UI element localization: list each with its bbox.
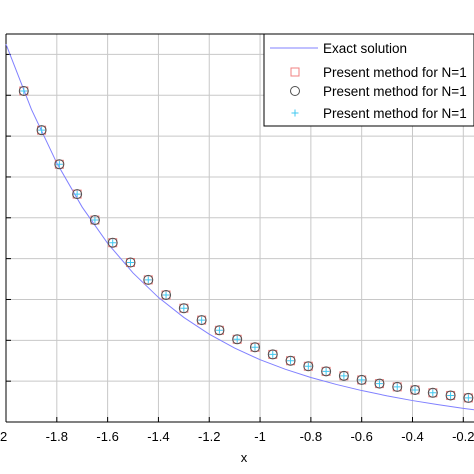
circle-marker — [338, 370, 349, 381]
plus-marker — [20, 87, 28, 95]
x-axis-label: x — [241, 450, 248, 465]
circle-marker — [214, 325, 225, 336]
x-tick-label: -1.2 — [198, 429, 220, 444]
x-tick-label: -0.2 — [452, 429, 474, 444]
circle-marker — [445, 390, 456, 401]
legend-entry-label: Present method for N=1 — [323, 84, 467, 99]
circle-marker — [267, 349, 278, 360]
circle-marker — [54, 159, 65, 170]
circle-marker — [18, 85, 29, 96]
legend-circle-swatch — [290, 86, 300, 96]
plus-marker — [38, 126, 46, 134]
plus-marker — [55, 160, 63, 168]
plus-marker — [91, 216, 99, 224]
plus-marker — [464, 394, 472, 402]
legend-box — [263, 33, 474, 127]
legend-square-swatch — [290, 67, 300, 77]
plus-marker — [322, 367, 330, 375]
circle-marker — [125, 257, 136, 268]
plus-marker — [340, 372, 348, 380]
x-tick-label: -1.6 — [96, 429, 118, 444]
exact-solution-line — [5, 44, 474, 411]
x-tick-label: -1 — [254, 429, 266, 444]
x-tick-label: -0.6 — [350, 429, 372, 444]
series-3 — [20, 87, 472, 402]
circle-marker — [89, 215, 100, 226]
plus-marker — [304, 362, 312, 370]
plus-marker — [251, 343, 259, 351]
circle-marker — [285, 355, 296, 366]
plus-marker — [393, 383, 401, 391]
x-tick-label: -0.8 — [300, 429, 322, 444]
circle-marker — [321, 366, 332, 377]
series-layer — [5, 44, 474, 411]
circle-marker — [356, 374, 367, 385]
circle-marker — [143, 274, 154, 285]
series-2 — [18, 85, 474, 403]
circle-marker — [232, 334, 243, 345]
plus-marker — [215, 326, 223, 334]
circle-marker — [374, 378, 385, 389]
circle-marker — [161, 289, 172, 300]
plus-marker — [162, 291, 170, 299]
circle-marker — [196, 315, 207, 326]
circle-marker — [463, 392, 474, 403]
legend-entry-label: Exact solution — [323, 41, 407, 56]
plus-marker — [233, 335, 241, 343]
plus-marker — [126, 259, 134, 267]
plus-marker — [447, 391, 455, 399]
x-tick-label: -0.4 — [401, 429, 423, 444]
plus-marker — [287, 357, 295, 365]
series-0 — [5, 44, 474, 411]
circle-marker — [410, 384, 421, 395]
circle-marker — [392, 381, 403, 392]
circle-marker — [178, 303, 189, 314]
plus-marker — [375, 380, 383, 388]
legend-entry-label: Present method for N=1 — [323, 65, 467, 80]
circle-marker — [303, 361, 314, 372]
x-tick-labels: 2 -1.8 -1.6 -1.4 -1.2 -1 -0.8 -0.6 -0.4 -0.2 — [0, 429, 474, 444]
legend-entry-label: Present method for N=1 — [323, 106, 467, 121]
circle-marker — [249, 342, 260, 353]
plus-marker — [198, 316, 206, 324]
circle-marker — [107, 237, 118, 248]
circle-marker — [427, 387, 438, 398]
plus-marker — [109, 239, 117, 247]
legend-plus-swatch — [291, 109, 299, 117]
plus-marker — [144, 276, 152, 284]
x-tick-label: -1.8 — [46, 429, 68, 444]
plus-marker — [73, 190, 81, 198]
legend: Exact solution Present method for N=1 Pres… — [263, 33, 474, 127]
plus-marker — [180, 304, 188, 312]
x-tick-label: -1.4 — [147, 429, 169, 444]
circle-marker — [72, 189, 83, 200]
plus-marker — [269, 350, 277, 358]
x-tick-label: 2 — [0, 429, 7, 444]
circle-marker — [36, 125, 47, 136]
plus-marker — [429, 389, 437, 397]
plus-marker — [411, 386, 419, 394]
plus-marker — [358, 376, 366, 384]
